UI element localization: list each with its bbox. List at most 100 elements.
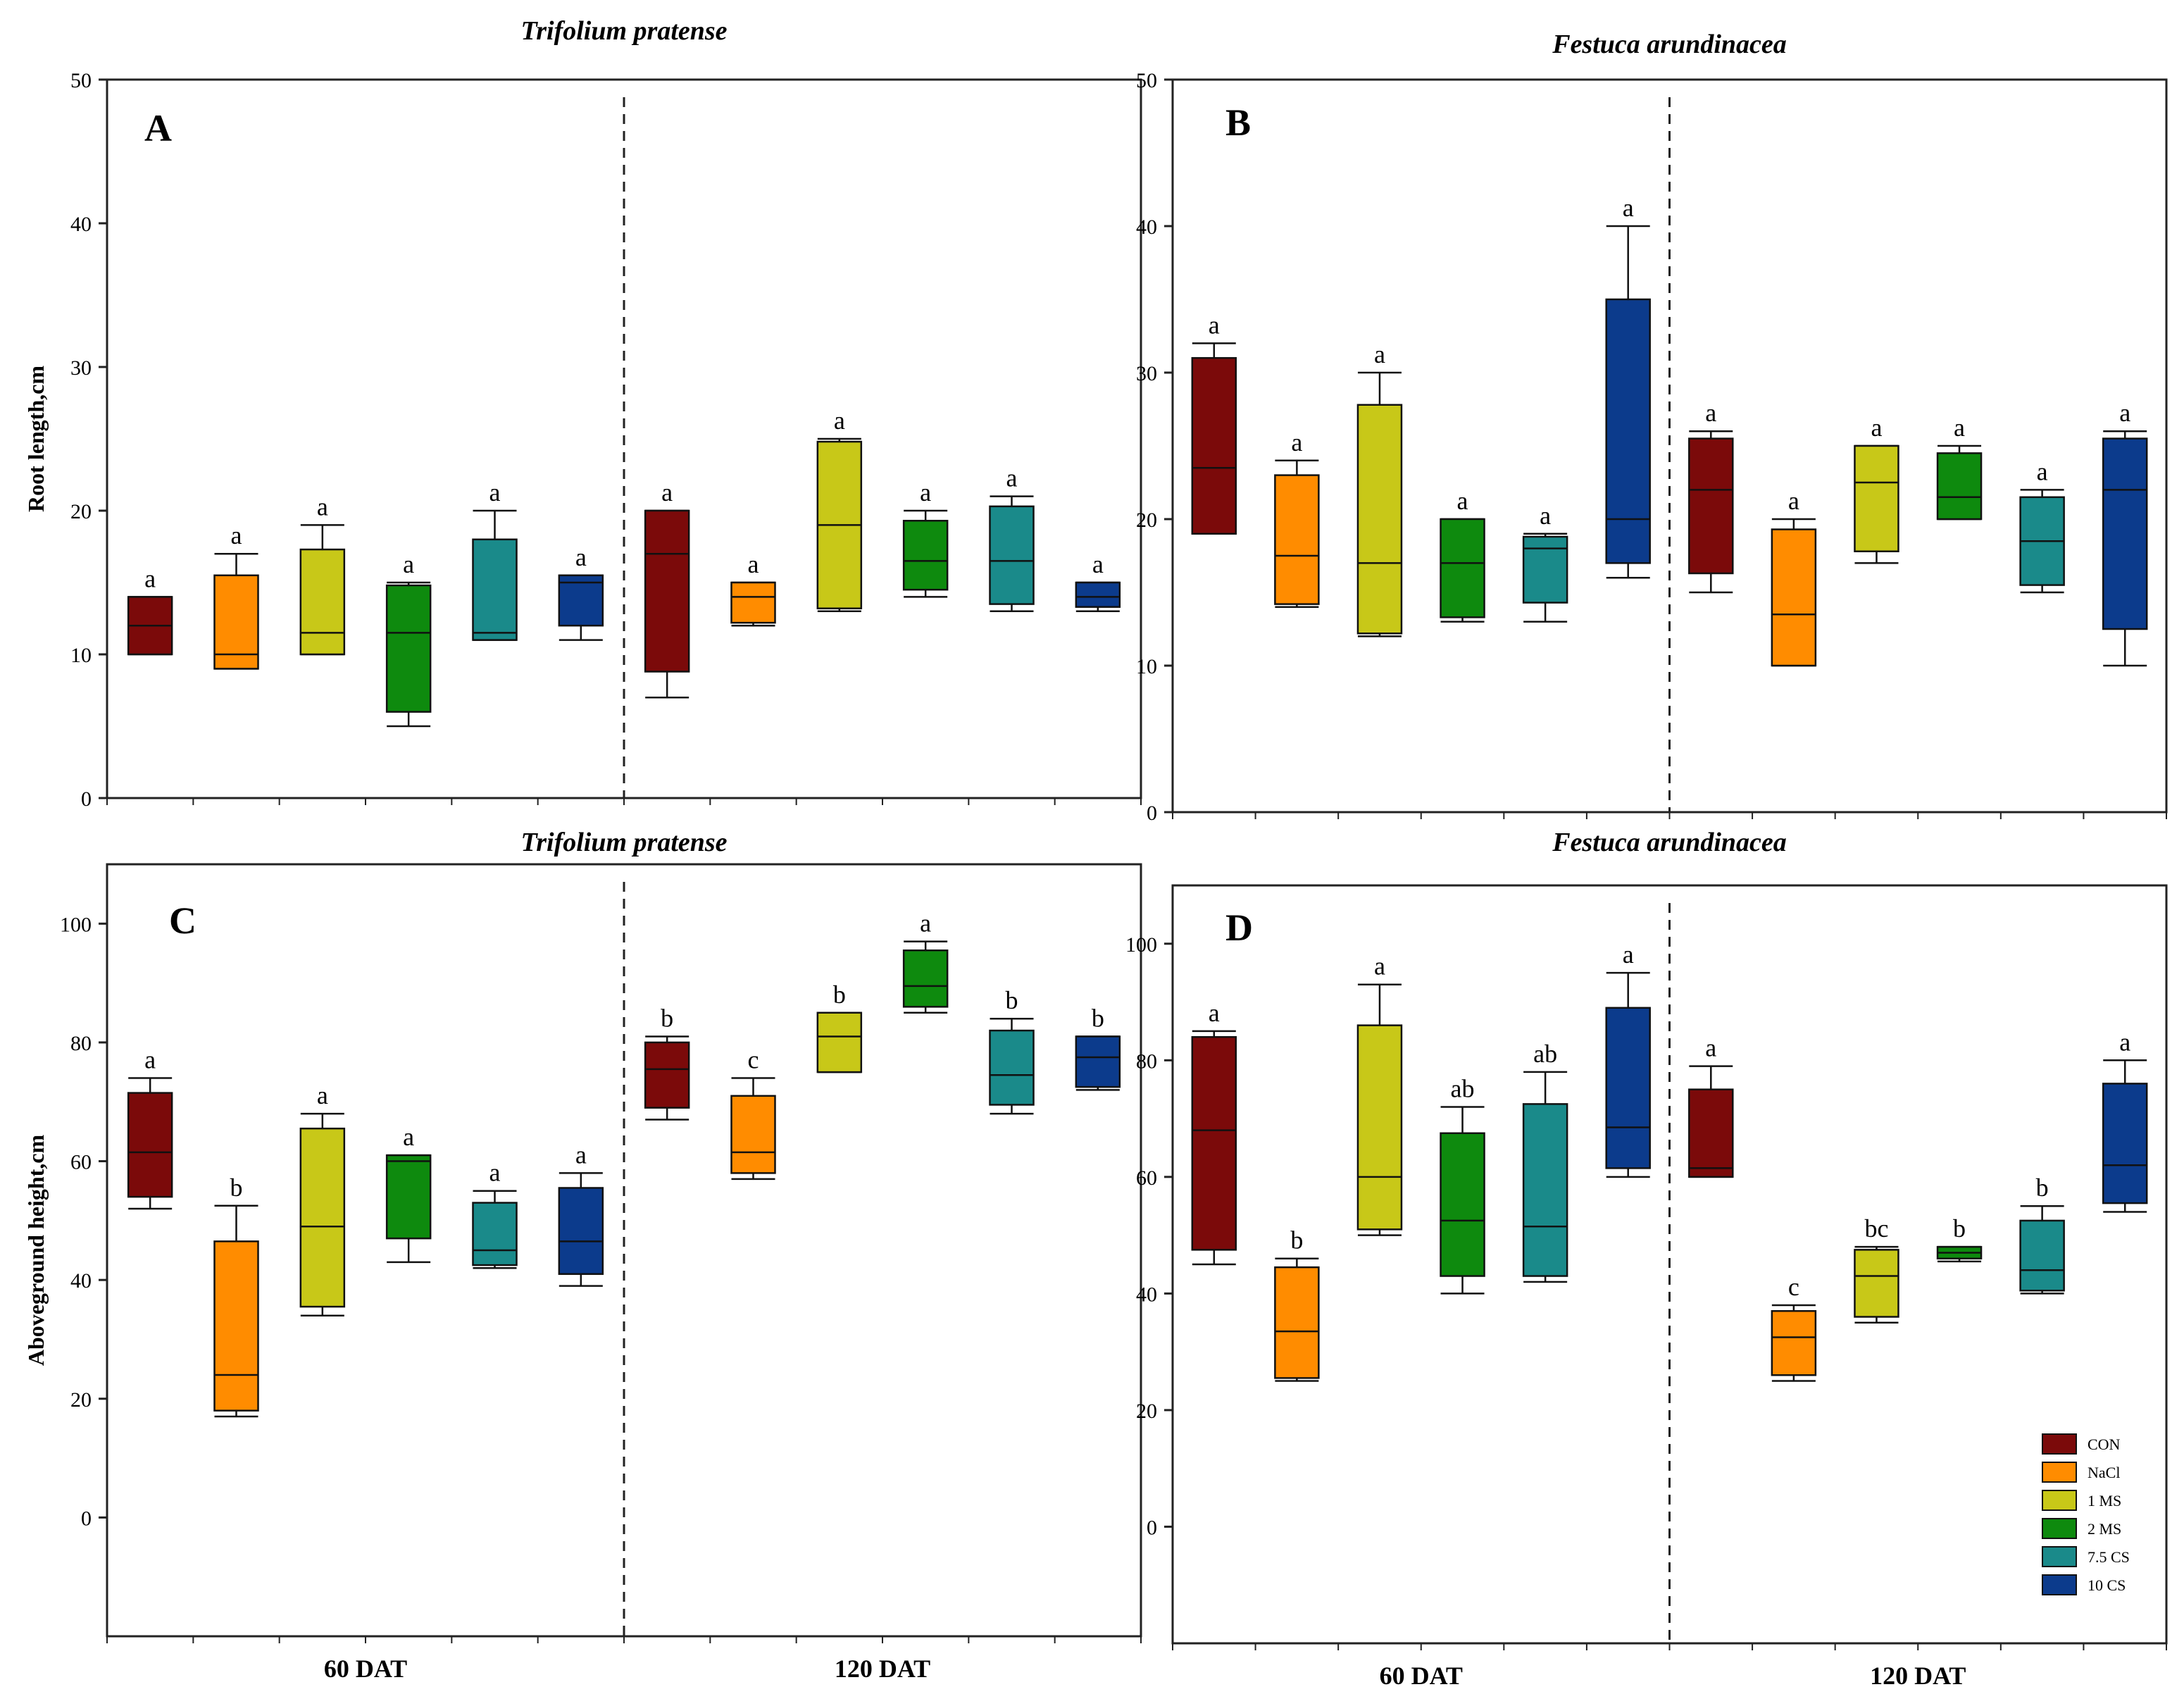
y-tick-label: 0 [1147,1516,1157,1539]
group-label: 120 DAT [1870,1662,1966,1690]
box-nacl-60dat: a [213,521,259,670]
box-body [1274,1266,1320,1379]
significance-letter: a [1092,550,1104,578]
significance-letter: b [833,980,846,1009]
significance-letter: a [748,550,759,578]
box-con-120dat: b [644,1004,690,1121]
box-con-120dat: a [1688,1034,1734,1178]
box-body [1688,1088,1734,1178]
y-tick-label: 20 [1136,1400,1157,1423]
box-body [1771,1309,1817,1376]
significance-letter: a [1374,340,1385,368]
box-2-ms-120dat: a [902,478,949,598]
y-tick-label: 100 [1125,933,1157,957]
significance-letter: a [834,406,845,435]
significance-letter: a [144,564,156,592]
significance-letter: a [1540,502,1551,530]
panel-letter: A [144,107,172,149]
box-nacl-120dat: c [730,1046,776,1181]
significance-letter: b [1092,1004,1104,1032]
box-7-5-cs-60dat: a [472,478,518,641]
y-tick-label: 40 [1136,216,1157,239]
plot-frame [106,863,1142,1638]
box-body [1356,1024,1403,1231]
significance-letter: a [489,478,501,506]
box-10-cs-60dat: a [1605,194,1651,579]
box-body [127,1092,173,1198]
box-nacl-60dat: a [1274,428,1320,609]
box-body [1771,528,1817,667]
box-nacl-60dat: b [1274,1226,1320,1382]
box-body [472,1202,518,1266]
y-tick-label: 60 [1136,1166,1157,1190]
y-tick-label: 30 [70,356,92,380]
box-body [2102,437,2148,630]
legend-label: 1 MS [2088,1492,2121,1509]
group-label: 60 DAT [324,1655,407,1683]
box-con-120dat: a [1688,399,1734,594]
box-1-ms-60dat: a [299,492,346,656]
box-10-cs-120dat: b [1075,1004,1121,1091]
significance-letter: a [1209,311,1220,339]
significance-letter: a [317,1081,328,1109]
significance-letter: a [1457,487,1468,515]
box-body [213,574,259,670]
panel-title: Trifolium pratense [520,828,727,857]
box-body [1605,298,1651,564]
y-axis-label: Aboveground height,cm [23,1134,49,1366]
box-body [644,1041,690,1109]
box-body [730,581,776,624]
box-con-60dat: a [1191,311,1237,535]
box-body [902,949,949,1008]
box-10-cs-60dat: a [558,543,604,641]
y-tick-label: 20 [1136,509,1157,532]
box-body [730,1095,776,1174]
y-tick-label: 50 [70,69,92,92]
box-1-ms-120dat: a [816,406,863,613]
significance-letter: b [661,1004,673,1032]
box-body [1075,581,1121,608]
legend-label: 10 CS [2088,1576,2126,1594]
box-body [558,1187,604,1275]
significance-letter: a [1705,1034,1716,1062]
y-tick-label: 50 [1136,69,1157,92]
significance-letter: a [403,550,414,578]
significance-letter: a [2119,399,2130,427]
box-7-5-cs-120dat: b [989,986,1035,1115]
panel-C: Trifolium pratense C 0 20 40 60 80 100 Abovegrou… [23,828,1142,1683]
box-2-ms-60dat: ab [1440,1075,1485,1295]
box-body [1605,1007,1651,1169]
box-1-ms-120dat: b [816,980,863,1073]
significance-letter: b [230,1173,243,1202]
box-body [385,1154,432,1240]
legend-label: 2 MS [2088,1520,2121,1538]
box-body [1688,437,1734,575]
panel-title: Festuca arundinacea [1552,30,1787,59]
panel-title: Trifolium pratense [520,16,727,46]
box-10-cs-120dat: a [1075,550,1121,613]
box-body [2102,1083,2148,1204]
box-body [213,1240,259,1412]
significance-letter: a [1871,413,1882,442]
box-7-5-cs-120dat: b [2019,1173,2065,1295]
significance-letter: b [2036,1173,2049,1202]
significance-letter: a [403,1123,414,1151]
box-con-60dat: a [127,1046,173,1210]
box-body [1440,518,1485,618]
box-nacl-120dat: c [1771,1273,1817,1382]
significance-letter: a [1623,194,1634,222]
box-10-cs-60dat: a [1605,940,1651,1178]
significance-letter: a [1954,413,1965,442]
box-body [558,574,604,627]
legend: CON NaCl 1 MS 2 MS 7.5 CS 10 CS [2042,1433,2130,1595]
y-tick-label: 30 [1136,362,1157,385]
significance-letter: b [1006,986,1018,1014]
box-body [299,1127,346,1308]
box-body [1191,356,1237,535]
box-body [1854,444,1899,553]
y-tick-label: 0 [81,787,92,811]
box-1-ms-120dat: a [1854,413,1899,564]
group-label: 120 DAT [835,1655,930,1683]
legend-swatch [2042,1433,2077,1455]
